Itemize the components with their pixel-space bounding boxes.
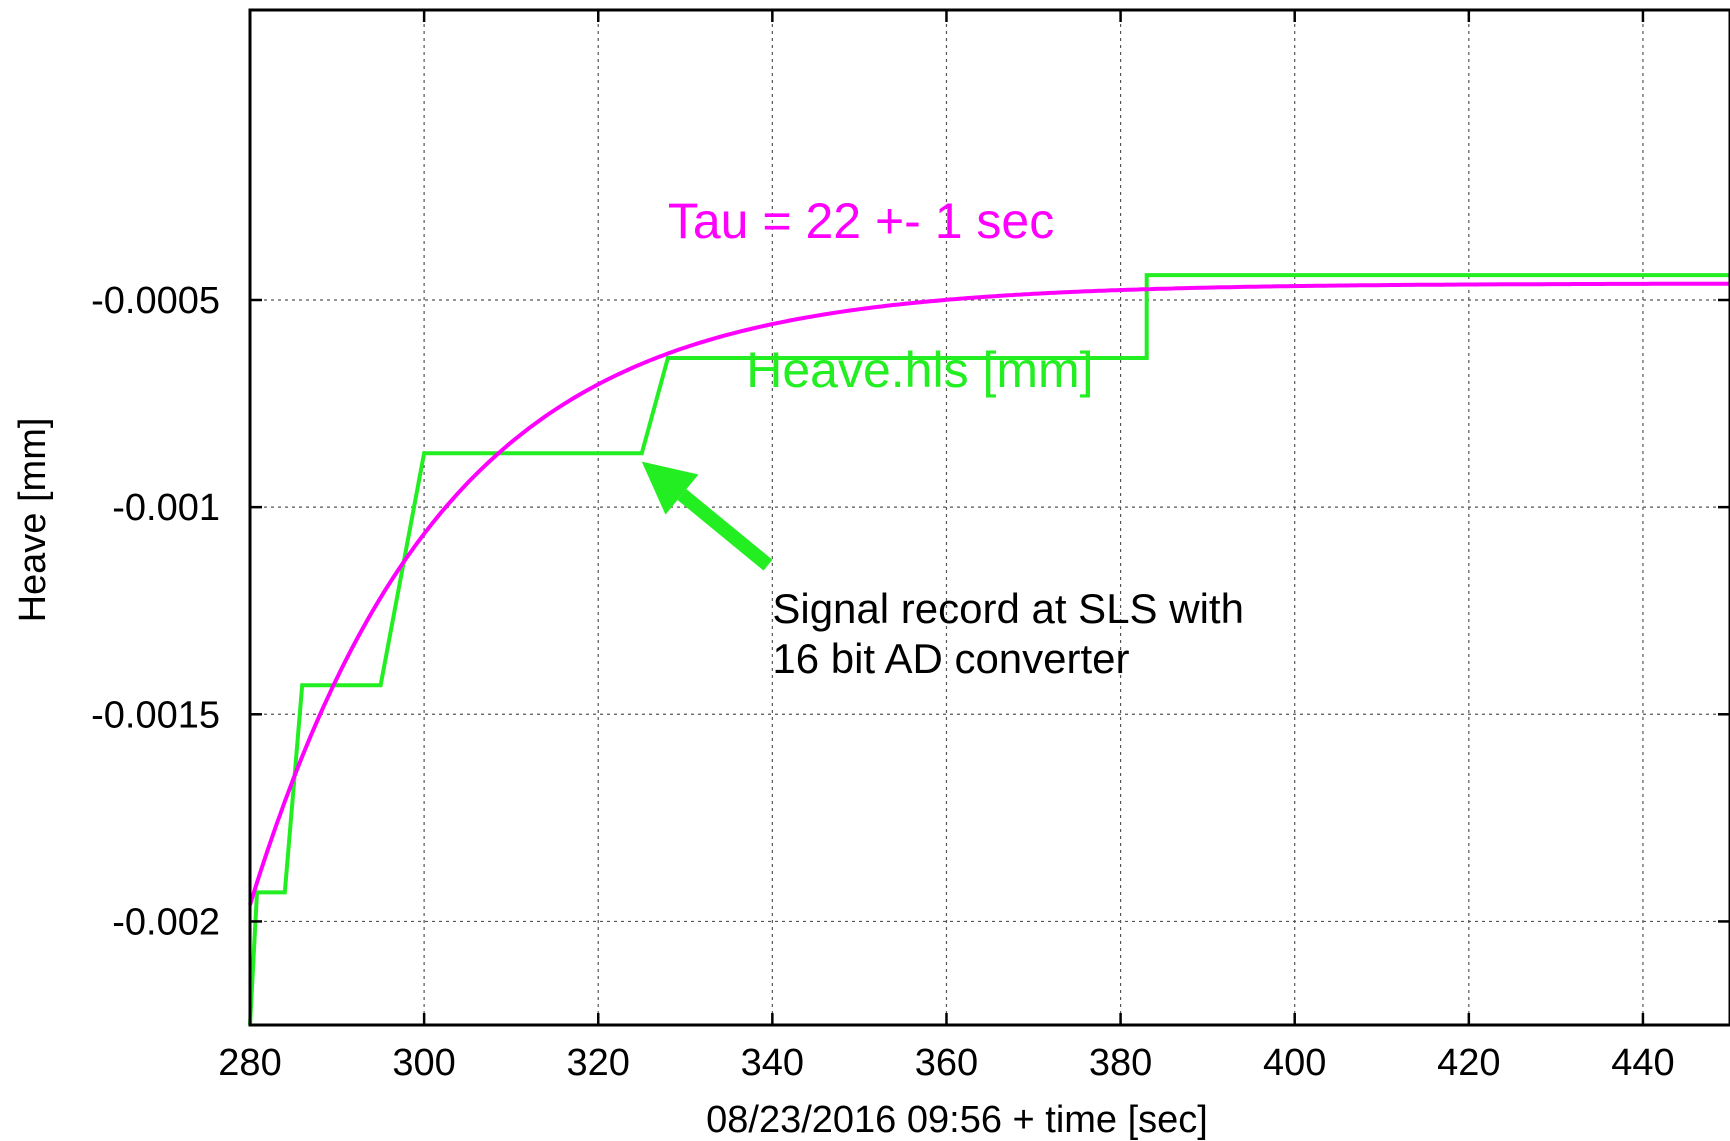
y-axis-title: Heave [mm] (12, 418, 54, 623)
series-layer (248, 273, 1730, 1026)
pointer-arrow-head (641, 461, 699, 515)
pointer-arrow-shaft (677, 489, 773, 571)
x-tick-label: 280 (218, 1042, 281, 1084)
x-tick-label: 320 (567, 1042, 630, 1084)
x-axis-title: 08/23/2016 09:56 + time [sec] (706, 1099, 1208, 1141)
plot-frame (248, 8, 1730, 1027)
y-tick-label: -0.0015 (91, 694, 220, 736)
x-tick-label: 360 (915, 1042, 978, 1084)
y-tick-label: -0.001 (112, 487, 220, 529)
x-tick-label: 400 (1263, 1042, 1326, 1084)
annotation-layer: Tau = 22 +- 1 sec Heave.hls [mm] Signal re… (641, 193, 1244, 682)
x-tick-label: 440 (1611, 1042, 1674, 1084)
plot-border (248, 8, 1730, 1027)
annotation-signal2: 16 bit AD converter (772, 635, 1129, 682)
y-tick-label: -0.002 (112, 901, 220, 943)
x-tick-label: 380 (1089, 1042, 1152, 1084)
annotation-signal1: Signal record at SLS with (772, 585, 1244, 632)
grid-lines (250, 10, 1730, 1025)
tick-labels: 280 300 320 340 360 380 400 420 440 -0.0005 -0.001… (91, 280, 1675, 1084)
x-tick-label: 420 (1437, 1042, 1500, 1084)
tau-fit-line (248, 281, 1730, 906)
heave-series-line (248, 273, 1730, 1026)
annotation-tau: Tau = 22 +- 1 sec (668, 193, 1054, 249)
x-tick-label: 300 (392, 1042, 455, 1084)
annotation-heave: Heave.hls [mm] (746, 342, 1093, 398)
x-tick-label: 340 (741, 1042, 804, 1084)
y-tick-label: -0.0005 (91, 280, 220, 322)
